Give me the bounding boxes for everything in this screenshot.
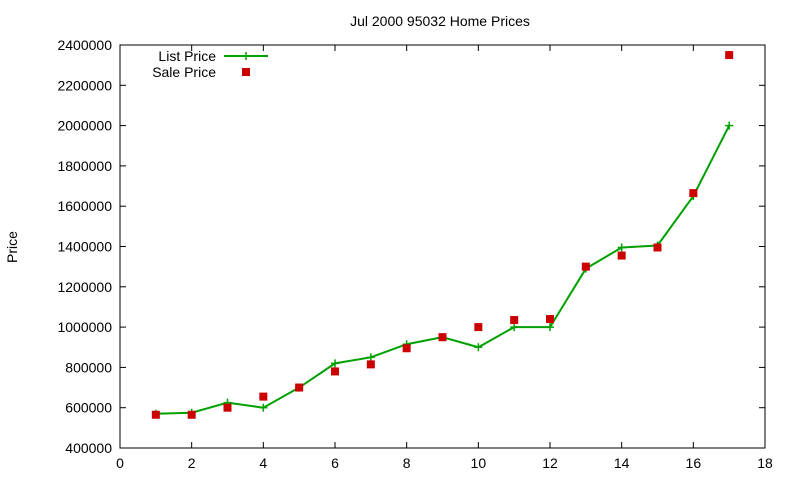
sale-price-point <box>474 323 483 332</box>
y-tick-label: 800000 <box>65 359 112 375</box>
sale-price-point <box>581 262 590 271</box>
sale-price-point <box>510 316 519 325</box>
list-price-point <box>259 403 268 412</box>
list-price-point <box>474 343 483 352</box>
sale-price-point <box>223 403 232 412</box>
sale-price-point <box>295 383 304 392</box>
list-price-point <box>510 323 519 332</box>
y-tick-label: 1000000 <box>57 319 112 335</box>
y-tick-label: 2000000 <box>57 118 112 134</box>
y-tick-label: 1800000 <box>57 158 112 174</box>
y-tick-label: 2200000 <box>57 77 112 93</box>
x-tick-label: 18 <box>757 455 773 471</box>
y-tick-label: 1600000 <box>57 198 112 214</box>
chart-title: Jul 2000 95032 Home Prices <box>350 13 530 29</box>
x-tick-label: 8 <box>403 455 411 471</box>
series-layer <box>151 51 734 419</box>
sale-price-point <box>653 243 662 252</box>
sale-price-point <box>259 392 268 401</box>
axis-ticks: 0 2 4 6 8 10 12 14 16 18 400000 600000 800000 1000000… <box>57 37 773 471</box>
sale-price-point <box>151 410 160 419</box>
y-tick-label: 2400000 <box>57 37 112 53</box>
sale-price-point <box>331 367 339 376</box>
list-price-point <box>366 353 375 362</box>
x-tick-label: 14 <box>614 455 630 471</box>
y-tick-label: 600000 <box>65 400 112 416</box>
legend-label-list-price: List Price <box>158 48 216 64</box>
plot-frame <box>119 44 766 449</box>
y-tick-label: 1200000 <box>57 279 112 295</box>
x-tick-label: 10 <box>471 455 487 471</box>
list-price-point <box>725 121 734 130</box>
x-tick-label: 0 <box>116 455 124 471</box>
sale-price-point <box>617 251 626 260</box>
y-tick-label: 400000 <box>65 440 112 456</box>
sale-price-point <box>187 410 196 419</box>
x-tick-label: 12 <box>542 455 558 471</box>
y-axis-label: Price <box>4 231 20 263</box>
legend-label-sale-price: Sale Price <box>152 64 216 80</box>
sale-price-point <box>366 360 375 369</box>
x-tick-label: 6 <box>331 455 339 471</box>
list-price-point <box>617 243 626 252</box>
x-tick-label: 16 <box>686 455 702 471</box>
y-tick-label: 1400000 <box>57 239 112 255</box>
legend-swatch-sale-price <box>242 68 250 76</box>
x-tick-label: 2 <box>188 455 196 471</box>
sale-price-point <box>402 344 411 353</box>
list-price-line <box>155 125 731 415</box>
sale-price-point <box>725 51 734 60</box>
sale-price-point <box>438 333 447 342</box>
list-price-point <box>331 359 339 368</box>
x-tick-label: 4 <box>259 455 267 471</box>
sale-price-point <box>689 189 698 198</box>
list-price-point <box>546 323 554 332</box>
sale-price-point <box>546 315 554 324</box>
